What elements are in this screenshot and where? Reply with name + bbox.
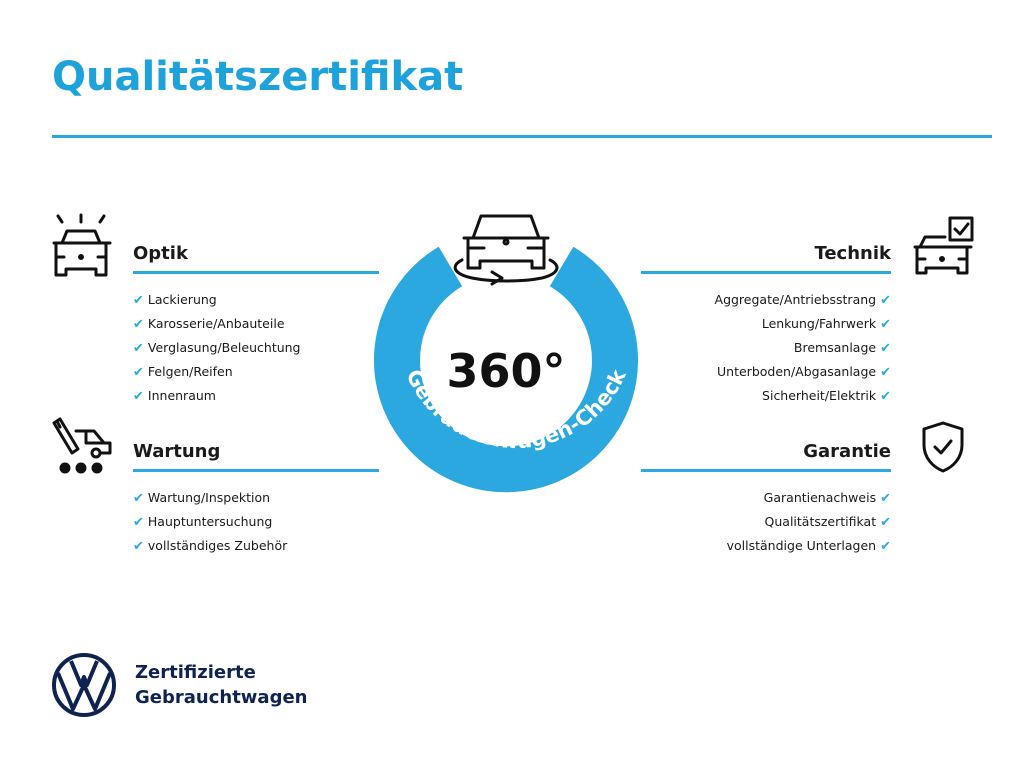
check-icon: ✔: [133, 293, 144, 308]
list-item: Qualitätszertifikat ✔: [764, 514, 891, 530]
check-icon: ✔: [133, 491, 144, 506]
check-icon: ✔: [880, 539, 891, 554]
360-label: 360°: [446, 344, 565, 398]
check-icon: ✔: [133, 341, 144, 356]
list-item: ✔ Hauptuntersuchung: [133, 514, 273, 530]
car-lights-icon: [52, 213, 112, 277]
section-heading: Wartung: [133, 441, 221, 462]
list-item: ✔ Innenraum: [133, 388, 216, 404]
check-icon: ✔: [880, 341, 891, 356]
check-icon: ✔: [880, 515, 891, 530]
title-divider: [52, 135, 992, 138]
section-wartung: Wartung ✔ Wartung/Inspektion ✔ Hauptunters…: [133, 439, 379, 558]
list-item: ✔ Verglasung/Beleuchtung: [133, 340, 301, 356]
section-divider: [133, 271, 379, 274]
brand-text: Zertifizierte Gebrauchtwagen: [135, 660, 307, 710]
check-icon: ✔: [133, 515, 144, 530]
brand-line-1: Zertifizierte: [135, 662, 256, 683]
brand-line-2: Gebrauchtwagen: [135, 687, 308, 708]
section-heading: Technik: [814, 243, 891, 264]
check-icon: ✔: [133, 539, 144, 554]
section-technik: Technik Aggregate/Antriebsstrang ✔ Lenkun…: [641, 241, 891, 408]
list-item: vollständige Unterlagen ✔: [726, 538, 891, 554]
section-divider: [641, 271, 891, 274]
check-icon: ✔: [133, 365, 144, 380]
check-icon: ✔: [880, 491, 891, 506]
list-item: ✔ Karosserie/Anbauteile: [133, 316, 285, 332]
car-rotate-icon: [453, 214, 559, 286]
check-icon: ✔: [133, 389, 144, 404]
list-item: ✔ Lackierung: [133, 292, 217, 308]
360-check-badge: 360° Gebrauchtwagen-Check: [374, 214, 638, 493]
van-wrench-icon: [52, 417, 112, 474]
check-icon: ✔: [880, 365, 891, 380]
list-item: Lenkung/Fahrwerk ✔: [761, 316, 891, 332]
section-divider: [133, 469, 379, 472]
car-checkbox-icon: [913, 216, 974, 275]
page-title: Qualitätszertifikat: [52, 54, 464, 100]
list-item: Unterboden/Abgasanlage ✔: [717, 364, 891, 380]
check-icon: ✔: [880, 293, 891, 308]
ring-arc: [374, 246, 638, 493]
list-item: ✔ Felgen/Reifen: [133, 364, 233, 380]
list-item: Bremsanlage ✔: [793, 340, 891, 356]
shield-check-icon: [922, 421, 964, 473]
list-item: ✔ Wartung/Inspektion: [133, 490, 271, 506]
section-garantie: Garantie Garantienachweis ✔ Qualitätszert…: [641, 439, 891, 558]
section-divider: [641, 469, 891, 472]
check-icon: ✔: [133, 317, 144, 332]
section-optik: Optik ✔ Lackierung ✔ Karosserie/Anbauteile…: [133, 241, 379, 408]
list-item: Sicherheit/Elektrik ✔: [762, 388, 891, 404]
vw-logo: [52, 653, 116, 717]
check-icon: ✔: [880, 317, 891, 332]
section-heading: Optik: [133, 243, 188, 264]
list-item: Aggregate/Antriebsstrang ✔: [714, 292, 891, 308]
list-item: ✔ vollständiges Zubehör: [133, 538, 288, 554]
check-icon: ✔: [880, 389, 891, 404]
section-heading: Garantie: [803, 441, 891, 462]
list-item: Garantienachweis ✔: [763, 490, 891, 506]
